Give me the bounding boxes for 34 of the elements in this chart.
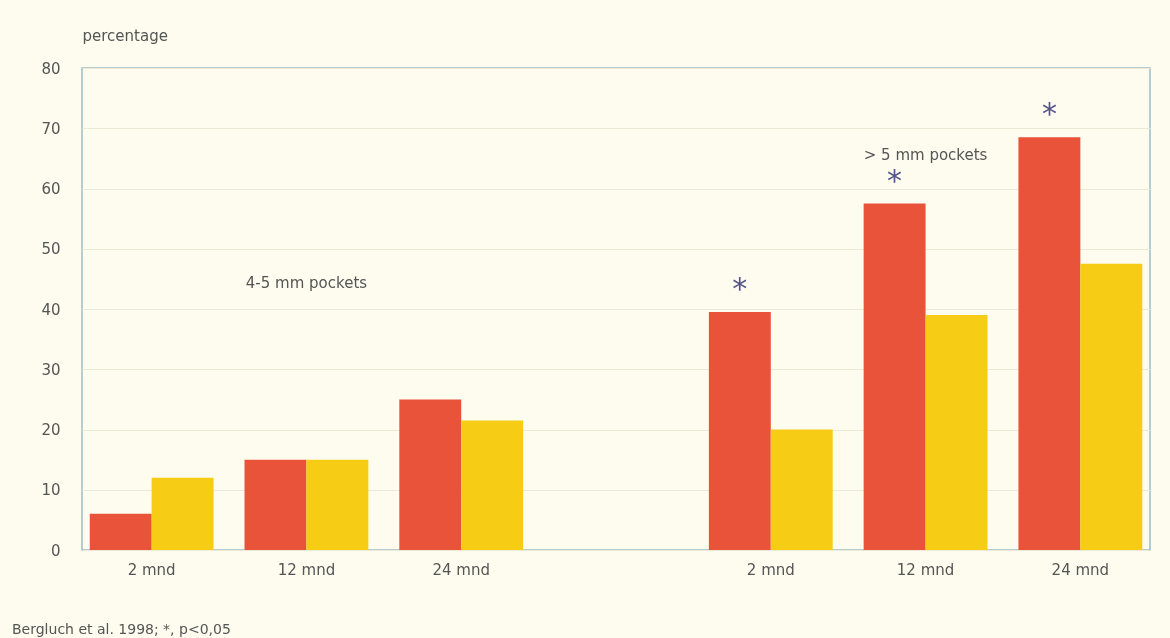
bar [925,315,988,550]
x-tick-label: 2 mnd [746,560,795,579]
y-tick-label: 80 [41,59,61,78]
bar [89,513,152,550]
annotation: > 5 mm pockets [863,146,988,164]
x-tick-label: 24 mnd [1051,560,1110,579]
y-tick-label: 40 [41,300,61,319]
annotation: 4-5 mm pockets [245,274,368,292]
y-tick-label: 50 [41,240,61,259]
y-tick-label: 0 [50,541,61,560]
bar [1080,263,1143,550]
x-tick-label: 12 mnd [896,560,955,579]
x-tick-label: 2 mnd [127,560,176,579]
x-tick-label: 12 mnd [277,560,336,579]
x-tick-label: 24 mnd [432,560,490,579]
bar [1018,137,1081,550]
y-tick-label: 20 [41,421,61,439]
bar [708,312,771,550]
text: Bergluch et al. 1998; *, p<0,05 [12,621,231,637]
data-label: * [1041,96,1057,132]
bar [863,203,926,550]
bar [151,477,214,550]
bar [306,459,369,550]
bar [461,420,524,550]
y-tick-label: 70 [41,119,61,138]
data-label: * [887,162,903,198]
y-tick-label: 30 [41,360,61,379]
bar [244,459,307,550]
y-tick-label: 10 [41,481,61,500]
y-tick-label: 60 [41,180,61,198]
bar [770,429,833,550]
y-axis-title: percentage [82,26,168,45]
bar [399,399,462,550]
data-label: * [732,271,748,307]
